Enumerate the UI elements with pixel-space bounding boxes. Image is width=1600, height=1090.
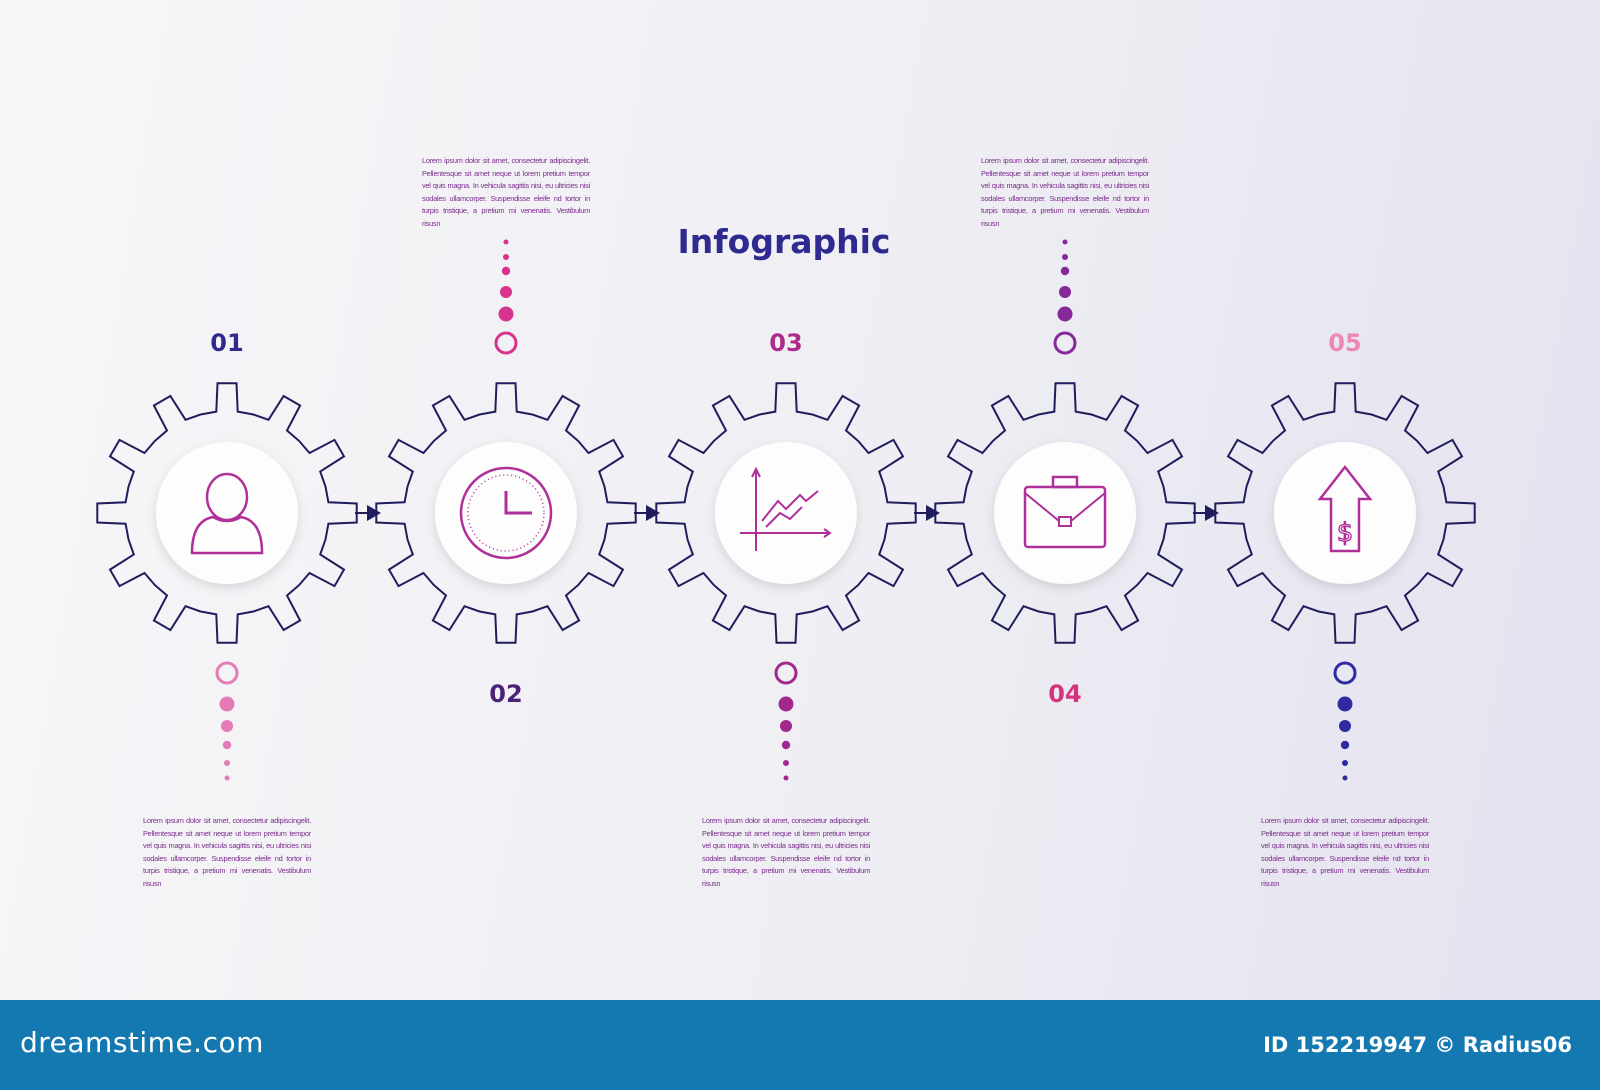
step-description: Lorem ipsum dolor sit amet, consectetur … <box>1261 816 1429 888</box>
arrow-icon <box>646 505 660 521</box>
footer-bar: dreamstime.com ID 152219947 © Radius06 <box>0 1000 1600 1090</box>
infographic-canvas: $ <box>96 239 1476 781</box>
step-number: 01 <box>210 329 244 357</box>
step-number: 03 <box>769 329 803 357</box>
step-4 <box>934 239 1219 644</box>
image-credit: ID 152219947 © Radius06 <box>1263 1033 1572 1057</box>
dot-marker <box>1057 306 1073 322</box>
step-1 <box>96 382 381 781</box>
step-number: 04 <box>1048 680 1082 708</box>
dot-marker <box>1340 740 1350 750</box>
growth-chart-icon <box>740 466 832 551</box>
ring-marker <box>1053 331 1077 355</box>
dot-marker <box>503 254 509 260</box>
ring-marker <box>1333 661 1357 685</box>
dot-marker <box>1059 286 1071 298</box>
step-number: 05 <box>1328 329 1362 357</box>
dot-marker <box>1339 720 1351 732</box>
dot-marker <box>221 720 233 732</box>
icon-disc <box>994 442 1136 584</box>
brand-logo[interactable]: dreamstime.com <box>20 1026 264 1059</box>
arrow-icon <box>926 505 940 521</box>
dot-marker <box>224 760 230 766</box>
dot-marker <box>498 306 514 322</box>
step-2 <box>375 239 660 644</box>
dot-marker <box>1060 266 1070 276</box>
clock-icon <box>459 466 553 560</box>
user-icon <box>190 472 264 555</box>
dot-marker <box>219 696 235 712</box>
dot-marker <box>503 239 509 245</box>
step-description: Lorem ipsum dolor sit amet, consectetur … <box>981 156 1149 228</box>
ring-marker <box>494 331 518 355</box>
dot-marker <box>783 775 789 781</box>
page-title: Infographic <box>677 222 891 261</box>
dot-marker <box>222 740 232 750</box>
step-description: Lorem ipsum dolor sit amet, consectetur … <box>702 816 870 888</box>
step-description: Lorem ipsum dolor sit amet, consectetur … <box>143 816 311 888</box>
dot-marker <box>1337 696 1353 712</box>
dollar-arrow-up-icon: $ <box>1317 464 1373 553</box>
dot-marker <box>780 720 792 732</box>
dot-marker <box>783 760 789 766</box>
dot-marker <box>224 775 230 781</box>
step-5: $ <box>1214 382 1476 781</box>
ring-marker <box>774 661 798 685</box>
icon-disc <box>1274 442 1416 584</box>
svg-text:$: $ <box>1337 518 1354 548</box>
gear-outline <box>96 382 358 644</box>
dot-marker <box>778 696 794 712</box>
dot-marker <box>1342 760 1348 766</box>
briefcase-icon <box>1023 475 1107 549</box>
arrow-icon <box>1205 505 1219 521</box>
step-3 <box>655 382 940 781</box>
icon-disc <box>715 442 857 584</box>
gear-outline <box>934 382 1196 644</box>
ring-marker <box>215 661 239 685</box>
dot-marker <box>501 266 511 276</box>
dot-marker <box>500 286 512 298</box>
gear-outline <box>1214 382 1476 644</box>
dot-marker <box>1062 239 1068 245</box>
gear-outline <box>655 382 917 644</box>
icon-disc <box>156 442 298 584</box>
gear-outline <box>375 382 637 644</box>
dot-marker <box>781 740 791 750</box>
step-number: 02 <box>489 680 523 708</box>
dot-marker <box>1062 254 1068 260</box>
dot-marker <box>1342 775 1348 781</box>
arrow-icon <box>367 505 381 521</box>
step-description: Lorem ipsum dolor sit amet, consectetur … <box>422 156 590 228</box>
